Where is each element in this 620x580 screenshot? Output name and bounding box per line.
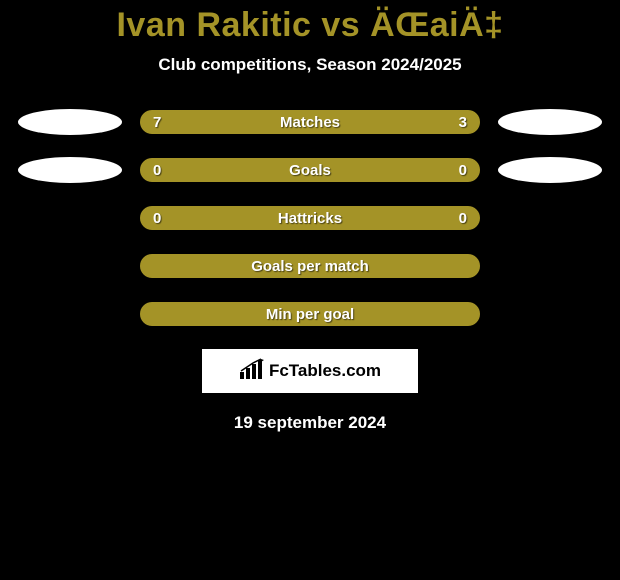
bar-fill-right	[378, 111, 479, 133]
bar-fill-left	[141, 111, 378, 133]
club-badge-right	[498, 157, 602, 183]
date-text: 19 september 2024	[0, 413, 620, 433]
content-container: Ivan Rakitic vs ÄŒaiÄ‡ Club competitions…	[0, 0, 620, 433]
club-badge-right	[498, 109, 602, 135]
subtitle: Club competitions, Season 2024/2025	[0, 55, 620, 75]
badge-placeholder	[18, 301, 122, 327]
stat-value-left: 0	[153, 159, 161, 181]
stat-value-left: 0	[153, 207, 161, 229]
stat-row: Goals per match	[0, 253, 620, 279]
stat-label: Goals	[141, 159, 479, 181]
stat-row: 73Matches	[0, 109, 620, 135]
stat-bar: Goals per match	[140, 254, 480, 278]
page-title: Ivan Rakitic vs ÄŒaiÄ‡	[0, 6, 620, 45]
stat-bar: Min per goal	[140, 302, 480, 326]
badge-placeholder	[498, 301, 602, 327]
badge-placeholder	[498, 205, 602, 231]
stat-label: Min per goal	[141, 303, 479, 325]
stat-row: 0 0Hattricks	[0, 205, 620, 231]
badge-placeholder	[498, 253, 602, 279]
badge-placeholder	[18, 253, 122, 279]
stat-bar: 73Matches	[140, 110, 480, 134]
stat-row: 0 0Goals	[0, 157, 620, 183]
stat-value-right: 0	[459, 159, 467, 181]
bar-growth-icon	[239, 358, 265, 385]
club-badge-left	[18, 157, 122, 183]
stat-row: Min per goal	[0, 301, 620, 327]
brand-text: FcTables.com	[269, 361, 381, 381]
stat-label: Hattricks	[141, 207, 479, 229]
brand-box[interactable]: FcTables.com	[202, 349, 418, 393]
stat-value-right: 0	[459, 207, 467, 229]
stat-bar: 0 0Hattricks	[140, 206, 480, 230]
club-badge-left	[18, 109, 122, 135]
stat-rows: 73Matches00Goals00HattricksGoals per mat…	[0, 109, 620, 327]
badge-placeholder	[18, 205, 122, 231]
stat-bar: 0 0Goals	[140, 158, 480, 182]
stat-label: Goals per match	[141, 255, 479, 277]
